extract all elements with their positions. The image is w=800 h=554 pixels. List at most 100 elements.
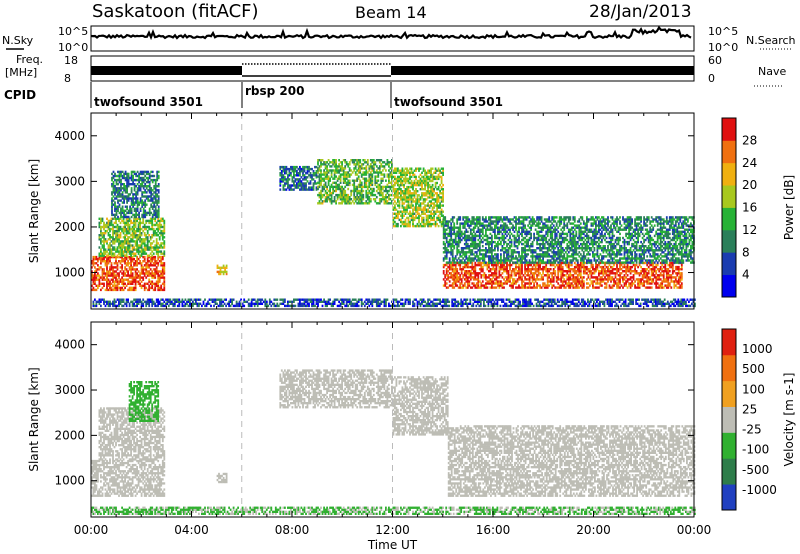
data-cell	[116, 254, 119, 257]
data-cell	[133, 252, 135, 255]
data-cell	[141, 203, 144, 206]
data-cell	[462, 261, 465, 264]
data-cell	[118, 282, 120, 285]
data-cell	[128, 286, 131, 290]
data-cell	[106, 217, 108, 220]
data-cell	[130, 276, 132, 279]
data-cell	[133, 257, 135, 261]
data-cell	[115, 257, 117, 261]
data-cell	[158, 232, 161, 235]
data-cell	[122, 288, 125, 292]
data-cell	[462, 274, 465, 277]
data-cell	[142, 266, 145, 269]
data-cell	[158, 250, 161, 253]
data-cell	[147, 189, 150, 192]
data-cell	[150, 195, 153, 198]
data-cell	[451, 249, 454, 252]
data-cell	[635, 270, 638, 273]
data-cell	[119, 232, 122, 235]
data-cell	[133, 185, 136, 188]
data-cell	[139, 201, 142, 204]
data-cell	[110, 240, 113, 243]
data-cell	[112, 280, 114, 283]
data-cell	[161, 236, 164, 239]
data-cell	[139, 197, 142, 200]
data-cell	[138, 172, 140, 176]
data-cell	[128, 266, 131, 269]
data-cell	[142, 242, 145, 245]
data-cell	[120, 211, 122, 215]
data-cell	[122, 244, 125, 247]
data-cell	[127, 288, 129, 292]
data-cell	[160, 225, 163, 229]
data-cell	[110, 264, 113, 267]
data-cell	[160, 260, 163, 263]
data-cell	[119, 242, 122, 245]
data-cell	[113, 262, 116, 265]
data-cell	[332, 191, 334, 195]
data-cell	[113, 274, 116, 277]
data-cell	[111, 172, 113, 176]
data-cell	[158, 276, 161, 279]
data-cell	[330, 196, 333, 199]
data-cell	[123, 213, 125, 217]
data-cell	[124, 238, 126, 241]
data-cell	[163, 278, 166, 281]
data-cell	[421, 183, 423, 187]
data-cell	[680, 263, 683, 267]
data-cell	[477, 276, 480, 279]
data-cell	[314, 180, 316, 183]
data-cell	[137, 276, 140, 279]
data-cell	[130, 266, 132, 269]
data-cell	[111, 185, 113, 188]
data-cell	[157, 252, 160, 255]
data-cell	[141, 172, 144, 176]
data-cell	[136, 203, 139, 206]
data-cell	[434, 183, 437, 187]
data-cell	[151, 276, 154, 279]
data-cell	[139, 223, 141, 227]
data-cell	[98, 257, 101, 261]
data-cell	[131, 282, 134, 285]
data-cell	[112, 223, 114, 227]
data-cell	[135, 209, 137, 212]
data-cell	[112, 213, 115, 217]
data-cell	[602, 280, 605, 283]
data-cell	[116, 255, 119, 259]
data-cell	[109, 257, 111, 261]
data-cell	[118, 244, 120, 247]
data-cell	[92, 280, 95, 283]
data-cell	[139, 219, 141, 223]
data-cell	[116, 272, 119, 275]
data-cell	[146, 229, 149, 233]
data-cell	[474, 261, 477, 265]
data-cell	[139, 217, 141, 220]
data-cell	[317, 187, 319, 191]
data-cell	[398, 200, 401, 203]
data-cell	[152, 257, 155, 261]
data-cell	[115, 280, 117, 283]
data-cell	[149, 257, 152, 261]
data-cell	[131, 288, 134, 292]
data-cell	[116, 236, 119, 239]
data-cell	[131, 268, 134, 271]
data-cell	[137, 250, 140, 253]
data-cell	[128, 225, 131, 229]
data-cell	[146, 219, 149, 223]
data-cell	[225, 272, 228, 276]
data-cell	[130, 215, 133, 219]
data-cell	[114, 174, 116, 178]
data-cell	[130, 174, 133, 178]
data-cell	[360, 181, 363, 184]
data-cell	[98, 276, 101, 279]
data-cell	[94, 257, 96, 261]
data-cell	[107, 244, 110, 247]
data-cell	[445, 236, 448, 240]
data-cell	[103, 252, 105, 255]
data-cell	[134, 254, 137, 257]
data-cell	[133, 246, 135, 249]
data-cell	[151, 215, 154, 219]
data-cell	[485, 274, 487, 277]
data-cell	[563, 274, 566, 277]
data-cell	[128, 219, 131, 223]
